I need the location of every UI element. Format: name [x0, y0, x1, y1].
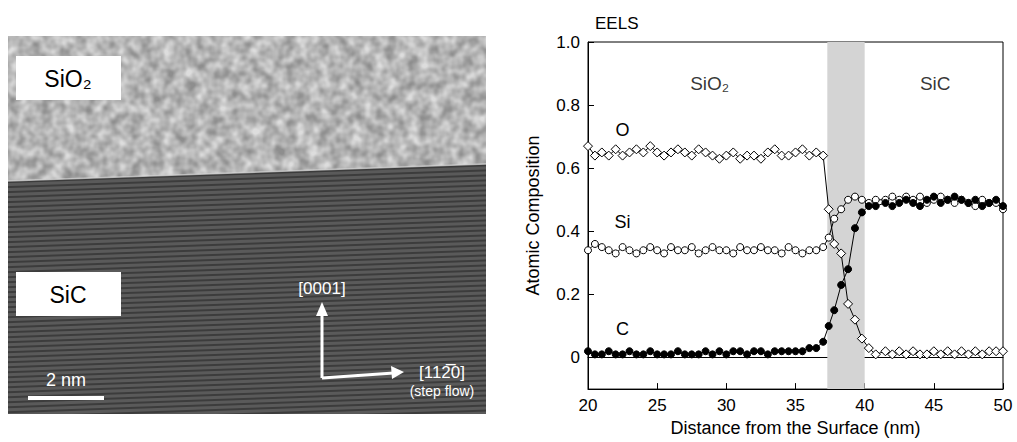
svg-text:45: 45 — [924, 396, 943, 415]
svg-text:0: 0 — [571, 348, 580, 367]
svg-text:[0001]: [0001] — [298, 279, 345, 298]
svg-text:SiO₂: SiO₂ — [44, 66, 91, 92]
svg-text:[112̅0]: [112̅0] — [419, 363, 465, 382]
svg-text:0.8: 0.8 — [556, 96, 580, 115]
svg-text:(step flow): (step flow) — [410, 383, 475, 399]
svg-text:25: 25 — [648, 396, 667, 415]
svg-text:0.2: 0.2 — [556, 285, 580, 304]
svg-text:SiC: SiC — [920, 73, 951, 94]
svg-text:20: 20 — [579, 396, 598, 415]
svg-text:Si: Si — [615, 212, 631, 232]
svg-text:2 nm: 2 nm — [46, 370, 86, 390]
svg-text:40: 40 — [855, 396, 874, 415]
svg-text:C: C — [616, 319, 629, 339]
svg-text:50: 50 — [994, 396, 1013, 415]
svg-text:O: O — [616, 120, 630, 140]
svg-text:0.4: 0.4 — [556, 222, 580, 241]
svg-text:Distance from the Surface (nm): Distance from the Surface (nm) — [670, 418, 920, 438]
svg-text:Atomic Composition: Atomic Composition — [523, 136, 543, 296]
svg-text:35: 35 — [786, 396, 805, 415]
svg-text:0.6: 0.6 — [556, 159, 580, 178]
svg-text:EELS: EELS — [595, 14, 638, 33]
svg-text:30: 30 — [717, 396, 736, 415]
svg-text:SiC: SiC — [49, 282, 86, 308]
svg-text:1.0: 1.0 — [556, 33, 580, 52]
svg-text:SiO₂: SiO₂ — [690, 73, 729, 94]
